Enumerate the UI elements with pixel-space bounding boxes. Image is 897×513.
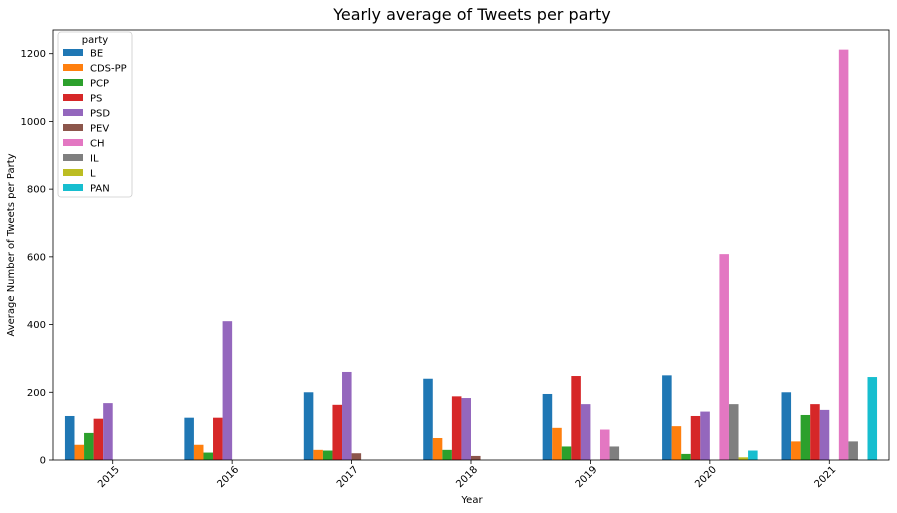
bar-pcp-2019 — [561, 446, 572, 460]
legend-swatch-cds-pp — [63, 64, 83, 71]
y-tick-label: 600 — [27, 252, 46, 263]
legend-swatch-pev — [63, 124, 83, 131]
bar-ps-2016 — [213, 417, 223, 460]
bar-il-2021 — [848, 441, 858, 460]
legend-swatch-ch — [63, 139, 83, 146]
legend-swatch-l — [63, 169, 83, 176]
legend-swatch-ps — [63, 94, 83, 101]
legend-label-ch: CH — [90, 139, 105, 150]
bar-cds-pp-2017 — [313, 449, 323, 460]
bar-pev-2018 — [471, 455, 481, 460]
bar-psd-2015 — [103, 403, 113, 460]
bar-psd-2020 — [700, 411, 710, 460]
legend-title: party — [82, 35, 109, 46]
bar-be-2019 — [542, 393, 553, 460]
legend-label-pan: PAN — [90, 184, 110, 195]
bar-psd-2017 — [342, 371, 352, 460]
bar-pcp-2016 — [203, 452, 214, 460]
bar-ch-2020 — [719, 254, 729, 460]
bar-ps-2019 — [571, 376, 581, 460]
legend: party BE CDS-PP PCP PS PSD PEV CH IL L PAN — [57, 31, 133, 198]
legend-label-psd: PSD — [90, 109, 110, 120]
bar-ch-2019 — [599, 429, 610, 460]
bar-l-2020 — [738, 457, 749, 460]
legend-label-ps: PS — [90, 94, 102, 105]
y-tick-label: 400 — [27, 320, 46, 331]
bar-il-2020 — [728, 404, 739, 460]
bar-pev-2017 — [351, 453, 362, 460]
legend-label-pev: PEV — [90, 124, 109, 135]
bar-psd-2021 — [819, 409, 830, 460]
bar-be-2016 — [184, 417, 194, 460]
bar-pcp-2018 — [442, 449, 452, 460]
y-axis-label: Average Number of Tweets per Party — [6, 153, 17, 336]
bar-ps-2020 — [690, 415, 701, 460]
legend-label-cds-pp: CDS-PP — [90, 64, 127, 75]
legend-swatch-pan — [63, 184, 83, 191]
bar-cds-pp-2018 — [432, 437, 443, 460]
bar-ps-2018 — [451, 396, 462, 460]
x-tick-label: 2017 — [335, 464, 361, 490]
x-tick-label: 2016 — [215, 464, 241, 490]
bar-cds-pp-2021 — [791, 441, 801, 460]
bar-pcp-2015 — [84, 432, 94, 460]
bar-psd-2016 — [222, 321, 233, 460]
y-tick-label: 1000 — [21, 117, 46, 128]
bar-pan-2021 — [867, 377, 878, 460]
legend-label-il: IL — [90, 154, 99, 165]
y-tick-label: 0 — [40, 456, 46, 467]
chart-title: Yearly average of Tweets per party — [332, 5, 611, 24]
y-tick-label: 200 — [27, 388, 46, 399]
legend-swatch-be — [63, 49, 83, 56]
x-tick-label: 2018 — [454, 464, 480, 490]
y-tick-label: 1200 — [21, 49, 46, 60]
bar-pcp-2017 — [322, 450, 333, 460]
bar-ps-2015 — [93, 418, 104, 460]
legend-label-l: L — [90, 169, 96, 180]
bars-layer — [64, 49, 878, 460]
bar-pan-2020 — [748, 450, 758, 460]
bar-cds-pp-2019 — [552, 427, 562, 460]
plot-frame — [52, 29, 890, 461]
bar-cds-pp-2020 — [671, 426, 682, 460]
bar-ps-2017 — [332, 404, 343, 460]
bar-pcp-2020 — [681, 453, 691, 460]
bar-psd-2019 — [580, 404, 591, 460]
legend-swatch-pcp — [63, 79, 83, 86]
bar-be-2021 — [781, 392, 792, 460]
bar-be-2017 — [303, 392, 314, 460]
x-tick-label: 2019 — [574, 464, 600, 490]
x-axis-label: Year — [460, 495, 483, 506]
legend-label-be: BE — [90, 49, 103, 60]
bar-il-2019 — [609, 446, 620, 460]
legend-swatch-il — [63, 154, 83, 161]
legend-label-pcp: PCP — [90, 79, 109, 90]
bar-cds-pp-2015 — [74, 444, 85, 460]
bar-pcp-2021 — [800, 414, 811, 460]
legend-swatch-psd — [63, 109, 83, 116]
y-tick-label: 800 — [27, 185, 46, 196]
bar-be-2015 — [64, 415, 75, 460]
x-tick-label: 2015 — [96, 464, 122, 490]
bar-cds-pp-2016 — [193, 444, 204, 460]
bar-be-2020 — [662, 375, 672, 460]
x-tick-label: 2021 — [813, 464, 839, 490]
x-tick-label: 2020 — [693, 464, 719, 490]
bar-be-2018 — [423, 378, 433, 460]
bar-psd-2018 — [461, 398, 471, 460]
bar-ch-2021 — [838, 49, 849, 460]
bar-ps-2021 — [810, 404, 820, 460]
